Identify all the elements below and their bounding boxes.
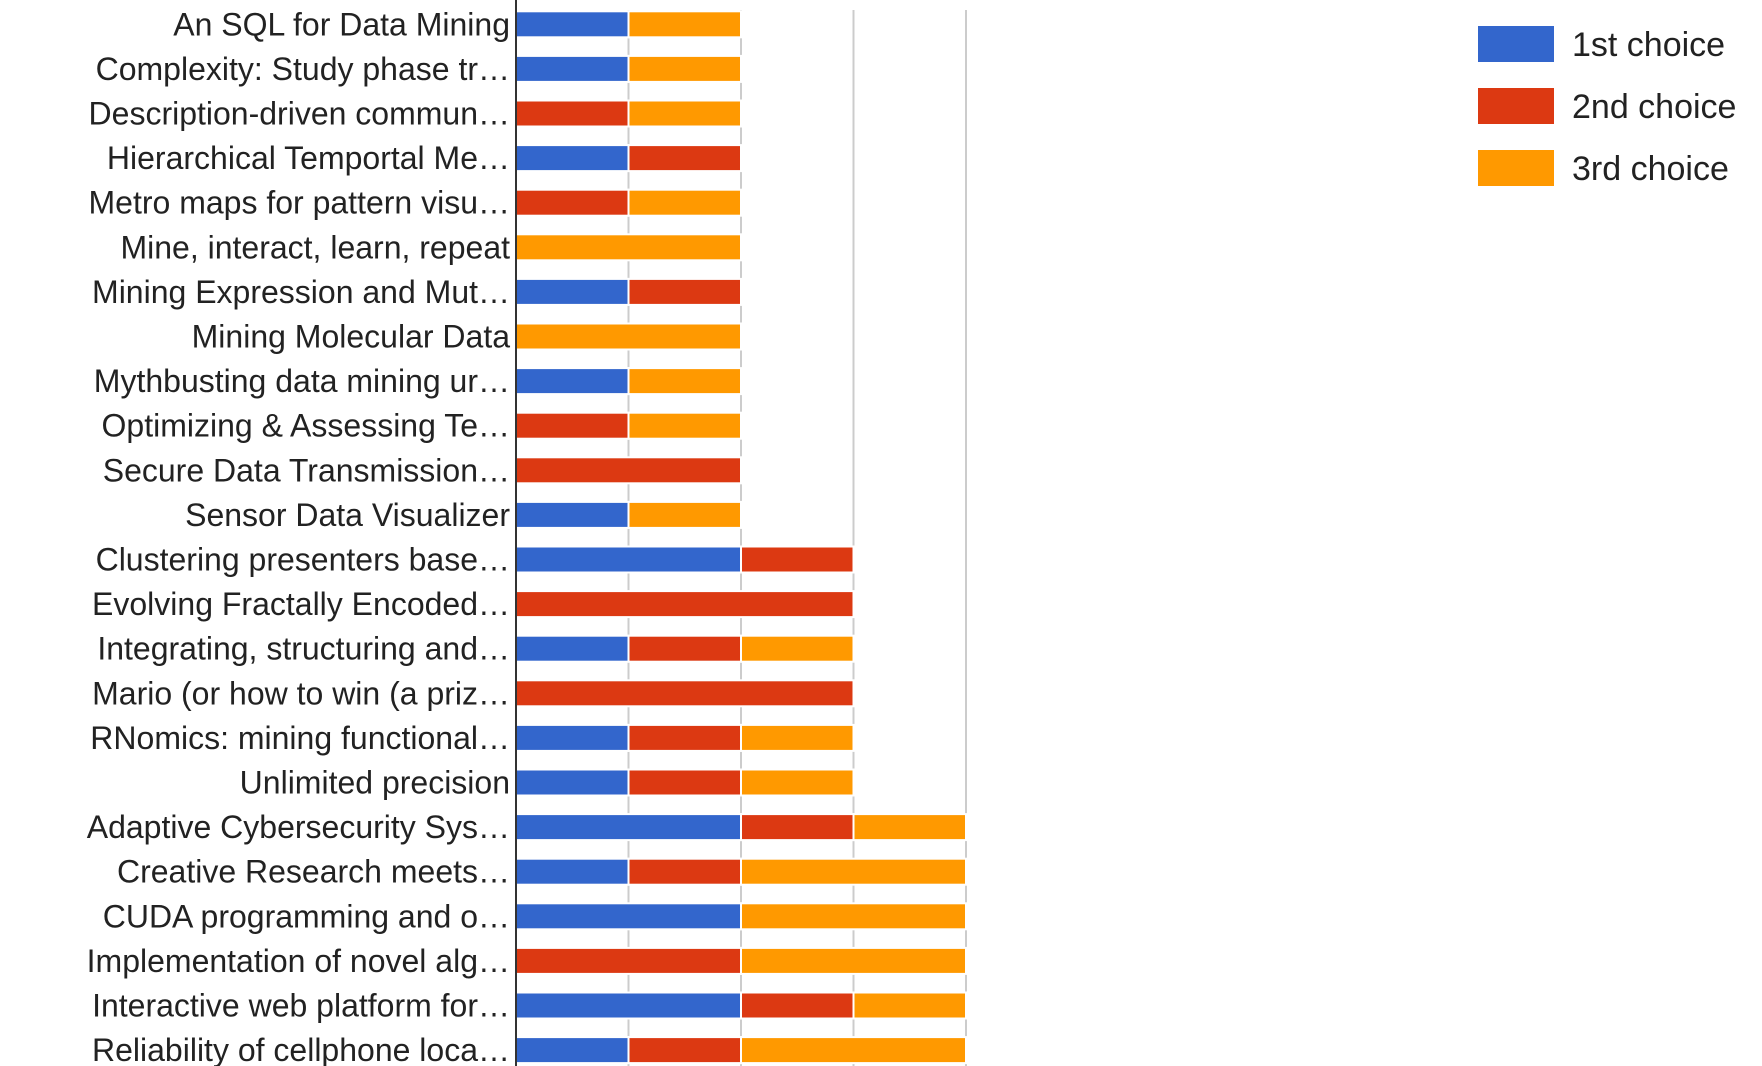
category-label: Integrating, structuring and…	[97, 631, 510, 667]
bar-unlimited-precision-series-2[interactable]	[627, 768, 742, 797]
legend-swatch-2	[1478, 88, 1554, 124]
legend-label-3: 3rd choice	[1572, 150, 1729, 188]
bar-description-driven-commun-series-2[interactable]	[515, 99, 630, 128]
bar-adaptive-cybersecurity-sys-series-1[interactable]	[515, 813, 742, 842]
bar-mining-molecular-data-series-3[interactable]	[515, 322, 742, 351]
category-label: Metro maps for pattern visu…	[89, 185, 510, 221]
bar-implementation-of-novel-alg-series-2[interactable]	[515, 946, 742, 975]
bar-implementation-of-novel-alg-series-3[interactable]	[740, 946, 967, 975]
bar-integrating-structuring-and-series-3[interactable]	[740, 634, 855, 663]
bar-creative-research-meets-series-2[interactable]	[627, 857, 742, 886]
bar-rnomics-mining-functional-series-1[interactable]	[515, 723, 630, 752]
bar-secure-data-transmission-series-2[interactable]	[515, 456, 742, 485]
bar-evolving-fractally-encoded-series-2[interactable]	[515, 590, 855, 619]
bar-integrating-structuring-and-series-1[interactable]	[515, 634, 630, 663]
bar-creative-research-meets-series-1[interactable]	[515, 857, 630, 886]
category-label: Clustering presenters base…	[96, 542, 510, 578]
bar-reliability-of-cellphone-loca-series-2[interactable]	[627, 1036, 742, 1065]
category-label: Sensor Data Visualizer	[185, 497, 510, 533]
category-label: Optimizing & Assessing Te…	[102, 408, 510, 444]
category-label: Creative Research meets…	[117, 854, 510, 890]
bar-interactive-web-platform-for-series-1[interactable]	[515, 991, 742, 1020]
bar-metro-maps-for-pattern-visu-series-3[interactable]	[627, 188, 742, 217]
bar-description-driven-commun-series-3[interactable]	[627, 99, 742, 128]
legend-label-2: 2nd choice	[1572, 88, 1736, 126]
category-label: Implementation of novel alg…	[87, 943, 510, 979]
category-label: Interactive web platform for…	[92, 988, 510, 1024]
bar-complexity-study-phase-tr-series-1[interactable]	[515, 54, 630, 83]
category-label: RNomics: mining functional…	[90, 720, 510, 756]
bar-complexity-study-phase-tr-series-3[interactable]	[627, 54, 742, 83]
bar-hierarchical-temportal-me-series-2[interactable]	[627, 144, 742, 173]
bar-reliability-of-cellphone-loca-series-3[interactable]	[740, 1036, 967, 1065]
bar-interactive-web-platform-for-series-3[interactable]	[852, 991, 967, 1020]
category-label: Mining Molecular Data	[192, 319, 511, 355]
legend[interactable]: 1st choice 2nd choice 3rd choice	[1478, 26, 1736, 188]
bar-creative-research-meets-series-3[interactable]	[740, 857, 967, 886]
category-label: CUDA programming and o…	[103, 898, 510, 934]
category-label: Mine, interact, learn, repeat	[120, 229, 510, 265]
bar-adaptive-cybersecurity-sys-series-3[interactable]	[852, 813, 967, 842]
bar-cuda-programming-and-o-series-1[interactable]	[515, 902, 742, 931]
legend-swatch-1	[1478, 26, 1554, 62]
bar-sensor-data-visualizer-series-3[interactable]	[627, 500, 742, 529]
bar-cuda-programming-and-o-series-3[interactable]	[740, 902, 967, 931]
bar-adaptive-cybersecurity-sys-series-2[interactable]	[740, 813, 855, 842]
bar-an-sql-for-data-mining-series-3[interactable]	[627, 10, 742, 39]
bar-mining-expression-and-mut-series-1[interactable]	[515, 277, 630, 306]
bar-rnomics-mining-functional-series-3[interactable]	[740, 723, 855, 752]
bar-hierarchical-temportal-me-series-1[interactable]	[515, 144, 630, 173]
category-label: Evolving Fractally Encoded…	[92, 586, 510, 622]
bar-unlimited-precision-series-1[interactable]	[515, 768, 630, 797]
bar-sensor-data-visualizer-series-1[interactable]	[515, 500, 630, 529]
bar-rnomics-mining-functional-series-2[interactable]	[627, 723, 742, 752]
bar-mining-expression-and-mut-series-2[interactable]	[627, 277, 742, 306]
legend-label-1: 1st choice	[1572, 26, 1725, 64]
bar-mythbusting-data-mining-ur-series-1[interactable]	[515, 367, 630, 396]
category-labels: An SQL for Data Mining Complexity: Study …	[87, 6, 511, 1066]
category-label: Mythbusting data mining ur…	[94, 363, 510, 399]
bar-interactive-web-platform-for-series-2[interactable]	[740, 991, 855, 1020]
category-label: Description-driven commun…	[89, 96, 510, 132]
category-label: Adaptive Cybersecurity Sys…	[87, 809, 510, 845]
category-label: An SQL for Data Mining	[173, 6, 510, 42]
gridlines	[627, 10, 967, 1066]
bar-optimizing-assessing-te-series-3[interactable]	[627, 411, 742, 440]
bar-optimizing-assessing-te-series-2[interactable]	[515, 411, 630, 440]
bars	[515, 10, 967, 1065]
bar-mine-interact-learn-repeat-series-3[interactable]	[515, 233, 742, 262]
bar-an-sql-for-data-mining-series-1[interactable]	[515, 10, 630, 39]
bar-clustering-presenters-base-series-1[interactable]	[515, 545, 742, 574]
category-label: Unlimited precision	[240, 765, 510, 801]
bar-mario-or-how-to-win-a-priz-series-2[interactable]	[515, 679, 855, 708]
category-label: Mining Expression and Mut…	[92, 274, 510, 310]
bar-reliability-of-cellphone-loca-series-1[interactable]	[515, 1036, 630, 1065]
category-label: Complexity: Study phase tr…	[96, 51, 510, 87]
category-label: Reliability of cellphone loca…	[92, 1032, 510, 1066]
legend-swatch-3	[1478, 150, 1554, 186]
bar-clustering-presenters-base-series-2[interactable]	[740, 545, 855, 574]
bar-integrating-structuring-and-series-2[interactable]	[627, 634, 742, 663]
category-label: Secure Data Transmission…	[103, 452, 510, 488]
category-label: Mario (or how to win (a priz…	[92, 675, 510, 711]
bar-metro-maps-for-pattern-visu-series-2[interactable]	[515, 188, 630, 217]
bar-unlimited-precision-series-3[interactable]	[740, 768, 855, 797]
category-label: Hierarchical Temportal Me…	[107, 140, 510, 176]
bar-mythbusting-data-mining-ur-series-3[interactable]	[627, 367, 742, 396]
